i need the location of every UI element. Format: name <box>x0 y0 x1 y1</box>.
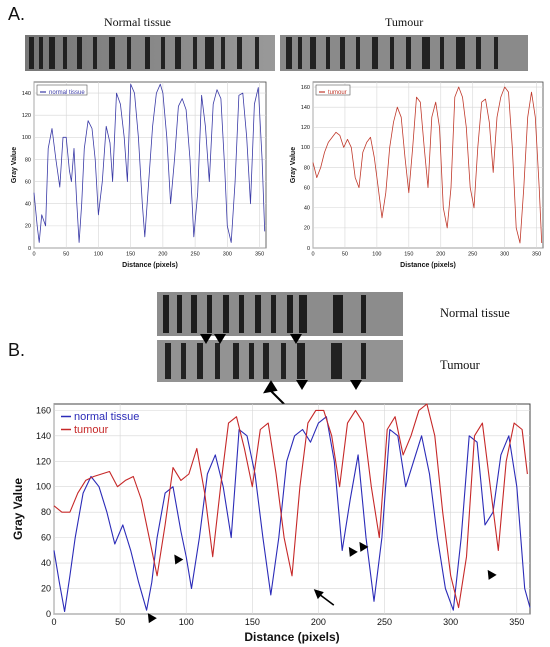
y-tick-label: 20 <box>304 226 310 232</box>
series-line-tumour <box>53 403 528 609</box>
y-tick-label: 100 <box>36 482 51 492</box>
y-tick-label: 60 <box>25 179 31 185</box>
x-tick-label: 100 <box>94 252 103 258</box>
x-tick-label: 350 <box>509 617 524 627</box>
arrowhead-marker <box>200 334 212 344</box>
panel-a-letter: A. <box>8 4 26 24</box>
y-tick-label: 100 <box>22 135 31 141</box>
y-tick-label: 60 <box>304 185 310 191</box>
y-tick-label: 140 <box>22 91 31 97</box>
gel-image-tumour-b <box>157 340 403 382</box>
x-tick-label: 250 <box>191 252 200 258</box>
legend: normal tissue <box>36 84 88 96</box>
y-tick-label: 140 <box>36 431 51 441</box>
x-tick-label: 200 <box>158 252 167 258</box>
arrowhead-marker <box>290 334 302 344</box>
legend-entry: normal tissue <box>74 411 139 423</box>
x-tick-label: 300 <box>443 617 458 627</box>
x-tick-label: 300 <box>500 252 509 258</box>
y-tick-label: 160 <box>301 85 310 91</box>
arrowhead-marker <box>348 546 358 557</box>
x-axis-label: Distance (pixels) <box>400 262 456 269</box>
y-axis-label: Gray Value <box>11 147 18 183</box>
x-axis-label: Distance (pixels) <box>122 262 178 269</box>
x-tick-label: 200 <box>311 617 326 627</box>
legend: tumour <box>315 84 351 96</box>
arrowhead-marker <box>296 380 308 390</box>
panel-a-left-caption: Normal tissue <box>104 15 171 29</box>
y-tick-label: 80 <box>25 157 31 163</box>
x-tick-label: 100 <box>179 617 194 627</box>
y-tick-label: 120 <box>22 113 31 119</box>
legend-box <box>36 84 88 96</box>
x-tick-label: 250 <box>377 617 392 627</box>
arrowhead-marker <box>214 334 226 344</box>
panel-b-bottom-caption: Tumour <box>440 358 480 372</box>
chart-a-normal: 0 50 100 150 200 250 300 350 0 20 40 60 80 100 120 140 D… <box>11 81 267 269</box>
y-tick-label: 80 <box>304 165 310 171</box>
y-tick-label: 80 <box>41 507 51 517</box>
gel-image-normal-b <box>157 292 403 336</box>
x-tick-label: 200 <box>436 252 445 258</box>
y-tick-label: 120 <box>301 125 310 131</box>
chart-b-combined: 0 50 100 150 200 250 300 350 0 20 40 60 80 100 120 140 1… <box>11 403 531 644</box>
y-tick-label: 40 <box>25 202 31 208</box>
x-tick-label: 150 <box>245 617 260 627</box>
y-axis-label: Gray Value <box>290 147 297 183</box>
x-tick-label: 150 <box>126 252 135 258</box>
arrow-marker <box>263 380 285 405</box>
arrowhead-marker <box>487 569 497 580</box>
arrowhead-marker <box>147 613 157 624</box>
series-line-normal-tissue <box>33 83 266 243</box>
y-tick-label: 160 <box>36 405 51 415</box>
gel-image-tumour-a <box>280 35 528 71</box>
x-tick-label: 50 <box>63 252 69 258</box>
legend-entry: normal tissue <box>49 90 85 96</box>
panel-a-right-caption: Tumour <box>385 15 424 29</box>
y-tick-label: 40 <box>304 206 310 212</box>
series-line-normal-tissue <box>53 416 531 613</box>
x-axis-label: Distance (pixels) <box>244 630 339 644</box>
x-tick-label: 250 <box>468 252 477 258</box>
x-tick-label: 100 <box>372 252 381 258</box>
y-tick-label: 60 <box>41 533 51 543</box>
y-tick-label: 120 <box>36 456 51 466</box>
panel-b-top-caption: Normal tissue <box>440 306 510 320</box>
y-tick-label: 0 <box>307 246 310 252</box>
x-tick-label: 0 <box>32 252 35 258</box>
plot-frame <box>53 403 531 615</box>
x-tick-label: 50 <box>115 617 125 627</box>
arrowhead-marker <box>350 380 362 390</box>
y-axis-label: Gray Value <box>11 478 25 540</box>
panel-b-letter: B. <box>8 340 26 360</box>
legend-box <box>315 84 351 96</box>
x-tick-label: 50 <box>342 252 348 258</box>
y-tick-label: 0 <box>46 609 51 619</box>
x-tick-label: 150 <box>404 252 413 258</box>
y-tick-label: 0 <box>28 246 31 252</box>
arrowhead-marker <box>174 554 184 565</box>
x-tick-label: 350 <box>255 252 264 258</box>
y-tick-label: 40 <box>41 558 51 568</box>
gel-image-normal-a <box>25 35 275 71</box>
y-tick-label: 20 <box>25 224 31 230</box>
chart-a-tumour: 0 50 100 150 200 250 300 350 0 20 40 60 80 100 120 140 1… <box>290 81 544 269</box>
legend-entry: tumour <box>74 424 109 436</box>
series-line-tumour <box>312 86 543 244</box>
arrowhead-marker <box>359 541 369 552</box>
x-tick-label: 300 <box>223 252 232 258</box>
x-tick-label: 350 <box>532 252 541 258</box>
legend-entry: tumour <box>328 90 347 96</box>
x-tick-label: 0 <box>51 617 56 627</box>
y-tick-label: 140 <box>301 105 310 111</box>
y-tick-label: 20 <box>41 584 51 594</box>
x-tick-label: 0 <box>311 252 314 258</box>
arrow-marker <box>313 589 335 606</box>
y-tick-label: 100 <box>301 145 310 151</box>
